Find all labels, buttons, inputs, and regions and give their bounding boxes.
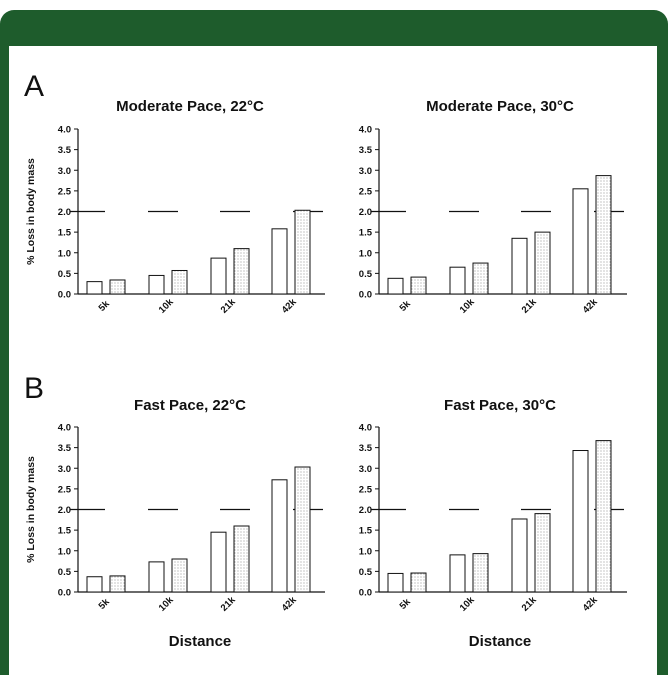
chart-title-moderate-30: Moderate Pace, 30°C <box>426 98 574 115</box>
bar-dotted <box>171 269 188 295</box>
bar-open <box>511 518 528 593</box>
bar-dotted <box>472 553 489 593</box>
bar-dotted <box>171 558 188 593</box>
bar-open <box>271 228 288 295</box>
bar-dotted <box>534 231 551 295</box>
x-axis-label-fast-22: Distance <box>168 633 232 650</box>
y-tick-label: 2.0 <box>58 505 71 516</box>
y-tick-label: 0.0 <box>58 290 71 301</box>
panel-letter-a: A <box>24 70 45 103</box>
y-tick-label: 3.5 <box>359 145 373 156</box>
y-tick-label: 4.0 <box>359 423 372 434</box>
bar-open <box>387 277 404 295</box>
bar-dotted <box>109 279 126 295</box>
frame-top-bar <box>0 10 668 46</box>
bar-open <box>86 576 103 593</box>
bar-dotted <box>410 276 427 295</box>
bar-open <box>449 266 466 295</box>
bar-open <box>387 572 404 593</box>
y-tick-label: 3.0 <box>359 464 372 475</box>
bar-dotted <box>294 466 311 593</box>
x-tick-label: 21k <box>520 594 539 613</box>
y-tick-label: 1.0 <box>58 248 71 259</box>
frame-left-bar <box>0 40 9 675</box>
y-tick-label: 4.0 <box>359 125 372 136</box>
y-tick-label: 0.5 <box>58 269 72 280</box>
bar-open <box>148 274 165 295</box>
bar-dotted <box>109 575 126 593</box>
bar-dotted <box>410 572 427 593</box>
bar-dotted <box>595 175 612 295</box>
y-tick-label: 1.5 <box>58 228 72 239</box>
y-tick-label: 1.5 <box>359 526 373 537</box>
y-tick-label: 0.0 <box>359 290 372 301</box>
y-tick-label: 4.0 <box>58 423 71 434</box>
bar-open <box>86 281 103 295</box>
bar-open <box>210 531 227 593</box>
bar-open <box>210 257 227 295</box>
y-tick-label: 1.0 <box>359 546 372 557</box>
bar-dotted <box>294 209 311 295</box>
y-tick-label: 0.0 <box>359 588 372 599</box>
y-tick-label: 2.5 <box>359 484 373 495</box>
y-tick-label: 3.0 <box>58 464 71 475</box>
y-axis-label: % Loss in body mass <box>25 456 37 563</box>
chart-title-fast-22: Fast Pace, 22°C <box>134 397 246 414</box>
chart-title-moderate-22: Moderate Pace, 22°C <box>116 98 264 115</box>
bar-open <box>271 479 288 593</box>
bar-dotted <box>595 440 612 593</box>
x-tick-label: 5k <box>398 596 414 612</box>
y-tick-label: 4.0 <box>58 125 71 136</box>
bar-dotted <box>233 525 250 593</box>
y-tick-label: 0.5 <box>58 567 72 578</box>
y-tick-label: 1.0 <box>58 546 71 557</box>
bar-open <box>572 450 589 593</box>
bar-open <box>511 237 528 295</box>
y-tick-label: 0.5 <box>359 567 373 578</box>
y-tick-label: 2.5 <box>58 484 72 495</box>
y-tick-label: 1.5 <box>58 526 72 537</box>
panel-letter-b: B <box>24 372 45 405</box>
y-tick-label: 3.0 <box>58 166 71 177</box>
chart-title-fast-30: Fast Pace, 30°C <box>444 397 556 414</box>
y-tick-label: 0.0 <box>58 588 71 599</box>
y-tick-label: 3.5 <box>58 443 72 454</box>
y-tick-label: 0.5 <box>359 269 373 280</box>
frame-right-bar <box>657 40 668 675</box>
y-tick-label: 2.0 <box>58 207 71 218</box>
y-tick-label: 2.0 <box>359 505 372 516</box>
bar-open <box>148 561 165 593</box>
bar-dotted <box>534 513 551 593</box>
bar-dotted <box>233 248 250 295</box>
y-tick-label: 1.5 <box>359 228 373 239</box>
y-tick-label: 3.5 <box>359 443 373 454</box>
bar-dotted <box>472 262 489 295</box>
bar-open <box>449 554 466 593</box>
y-tick-label: 1.0 <box>359 248 372 259</box>
y-tick-label: 2.5 <box>359 186 373 197</box>
x-tick-label: 10k <box>458 594 477 613</box>
y-tick-label: 3.0 <box>359 166 372 177</box>
y-tick-label: 2.0 <box>359 207 372 218</box>
x-tick-label: 42k <box>581 594 600 613</box>
bar-open <box>572 188 589 295</box>
x-axis-label-fast-30: Distance <box>468 633 532 650</box>
y-tick-label: 3.5 <box>58 145 72 156</box>
y-tick-label: 2.5 <box>58 186 72 197</box>
y-axis-label: % Loss in body mass <box>25 158 37 265</box>
